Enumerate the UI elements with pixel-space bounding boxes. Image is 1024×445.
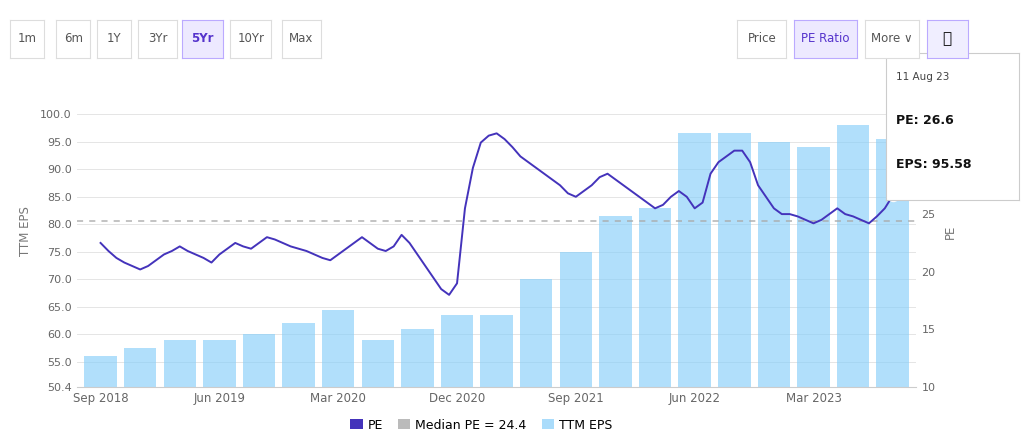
Y-axis label: TTM EPS: TTM EPS [19,206,32,256]
Bar [203,340,236,387]
Text: Max: Max [289,32,313,45]
Point [885,192,901,199]
Bar [401,329,433,387]
Bar [283,324,314,387]
Bar [164,340,196,387]
Bar [520,279,553,387]
Legend: PE, Median PE = 24.4, TTM EPS: PE, Median PE = 24.4, TTM EPS [345,413,617,437]
Bar [480,315,513,387]
Bar [798,147,829,387]
Bar [877,139,909,387]
Text: 3Yr: 3Yr [147,32,168,45]
Text: 5Yr: 5Yr [191,32,214,45]
Text: 6m: 6m [63,32,83,45]
Bar [639,208,672,387]
Bar [837,125,869,387]
Y-axis label: PE: PE [944,224,956,239]
Text: PE: 26.6: PE: 26.6 [896,114,954,127]
Bar [718,134,751,387]
Text: EPS: 95.58: EPS: 95.58 [896,158,972,171]
Text: 1Y: 1Y [106,32,122,45]
Bar [559,252,592,387]
Bar [322,310,354,387]
Text: 10Yr: 10Yr [238,32,264,45]
Bar [599,216,632,387]
Text: More ∨: More ∨ [871,32,912,45]
Text: Price: Price [748,32,776,45]
Bar [440,315,473,387]
Bar [679,134,711,387]
Bar [243,334,275,387]
Bar [361,340,394,387]
Bar [84,356,117,387]
Text: PE Ratio: PE Ratio [801,32,850,45]
Bar [758,142,791,387]
Text: 🔔: 🔔 [943,32,951,46]
Text: 1m: 1m [17,32,37,45]
Text: 11 Aug 23: 11 Aug 23 [896,72,950,82]
Bar [124,348,157,387]
